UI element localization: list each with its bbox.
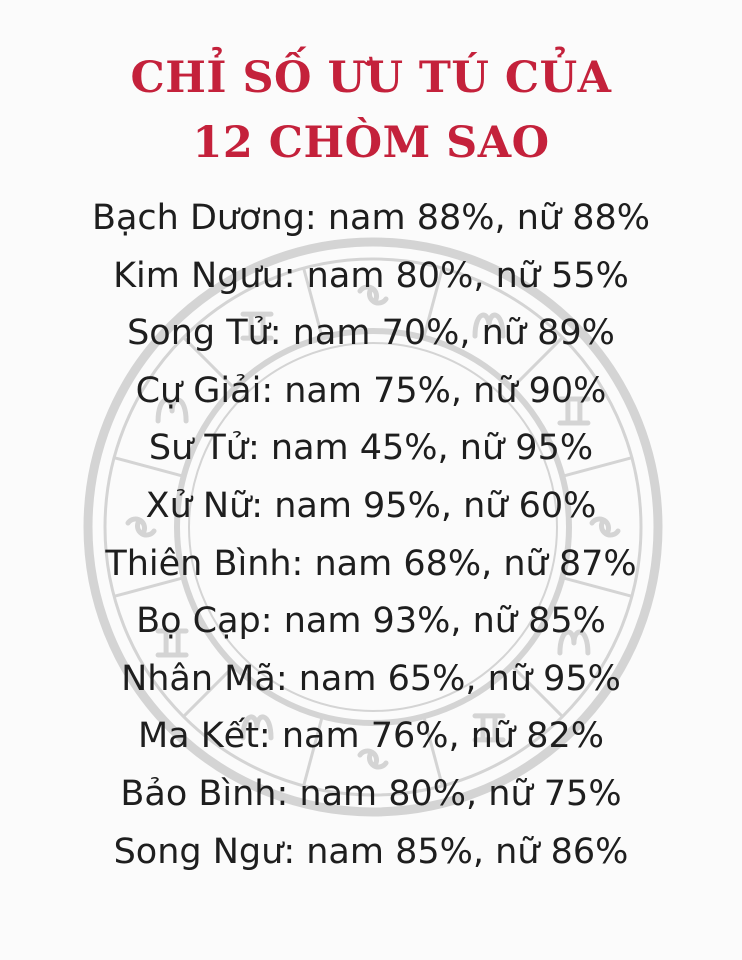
- zodiac-glyph-icon: [357, 284, 389, 306]
- list-item: Bảo Bình: nam 80%, nữ 75%: [120, 773, 622, 814]
- zodiac-glyph-icon: [472, 312, 506, 339]
- zodiac-glyph-icon: [240, 714, 274, 741]
- zodiac-glyph-icon: [357, 748, 389, 770]
- zodiac-glyph-icon: [125, 516, 157, 538]
- wheel-spoke: [182, 336, 236, 390]
- zodiac-glyph-icon: [240, 311, 274, 341]
- zodiac-glyph-icon: [589, 516, 621, 538]
- list-item: Kim Ngưu: nam 80%, nữ 55%: [113, 255, 629, 296]
- wheel-spoke: [422, 267, 444, 339]
- wheel-spoke: [561, 576, 633, 598]
- wheel-spoke: [113, 576, 185, 598]
- zodiac-wheel-icon: [83, 237, 663, 817]
- wheel-spoke: [422, 715, 444, 787]
- wheel-spoke: [113, 456, 185, 478]
- title-line-1: CHỈ SỐ ƯU TÚ CỦA: [130, 53, 612, 103]
- title-line-2: 12 CHÒM SAO: [192, 118, 550, 168]
- list-item: Nhân Mã: nam 65%, nữ 95%: [121, 658, 621, 699]
- list-item: Bọ Cạp: nam 93%, nữ 85%: [136, 601, 606, 642]
- list-item: Sư Tử: nam 45%, nữ 95%: [148, 428, 594, 469]
- list-item: Xử Nữ: nam 95%, nữ 60%: [145, 485, 597, 526]
- wheel-spoke: [302, 715, 324, 787]
- wheel-spoke: [510, 336, 564, 390]
- zodiac-glyph-icon: [472, 713, 506, 743]
- list-item: Thiên Bình: nam 68%, nữ 87%: [105, 543, 637, 584]
- list-item: Song Tử: nam 70%, nữ 89%: [127, 313, 615, 354]
- list-item: Song Ngư: nam 85%, nữ 86%: [113, 831, 629, 872]
- sign-score-list: Bạch Dương: nam 88%, nữ 88% Kim Ngưu: na…: [0, 190, 742, 881]
- list-item: Ma Kết: nam 76%, nữ 82%: [137, 716, 605, 757]
- zodiac-glyph-icon: [557, 629, 591, 656]
- list-item: Cự Giải: nam 75%, nữ 90%: [135, 370, 607, 411]
- list-item: Bạch Dương: nam 88%, nữ 88%: [91, 198, 651, 238]
- wheel-spoke: [510, 664, 564, 718]
- zodiac-glyph-icon: [557, 396, 591, 426]
- zodiac-glyph-icon: [155, 397, 189, 424]
- wheel-spoke: [302, 267, 324, 339]
- wheel-spoke: [561, 456, 633, 478]
- zodiac-glyph-icon: [155, 628, 189, 658]
- wheel-spoke: [182, 664, 236, 718]
